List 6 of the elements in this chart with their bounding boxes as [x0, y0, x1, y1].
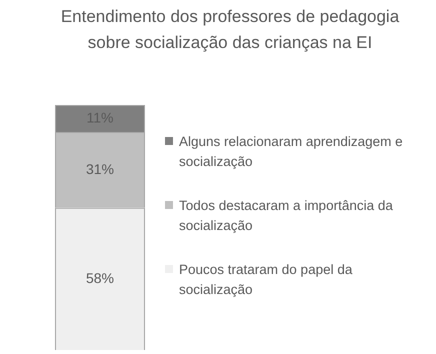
data-label: 58%: [86, 270, 114, 286]
data-label: 31%: [86, 160, 114, 177]
text: Entendimento dos professores de pedagogia sobre socialização das crianças na EI: [60, 6, 400, 54]
legend-label: Poucos trataram do papel da socialização: [179, 262, 352, 297]
legend-label: Alguns relacionaram aprendizagem e socialização: [179, 134, 403, 169]
legend-label: Todos destacaram a importância da socialização: [179, 198, 393, 233]
